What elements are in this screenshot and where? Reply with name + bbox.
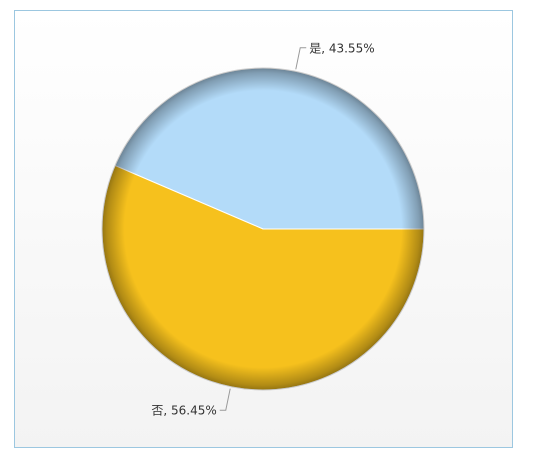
leader-line (219, 388, 231, 411)
slice-label: 是, 43.55% (309, 41, 374, 55)
labels: 是, 43.55% 否, 56.45% (151, 41, 374, 417)
leader-line (295, 47, 307, 70)
slice-label: 否, 56.45% (151, 404, 216, 418)
slices (101, 67, 425, 391)
